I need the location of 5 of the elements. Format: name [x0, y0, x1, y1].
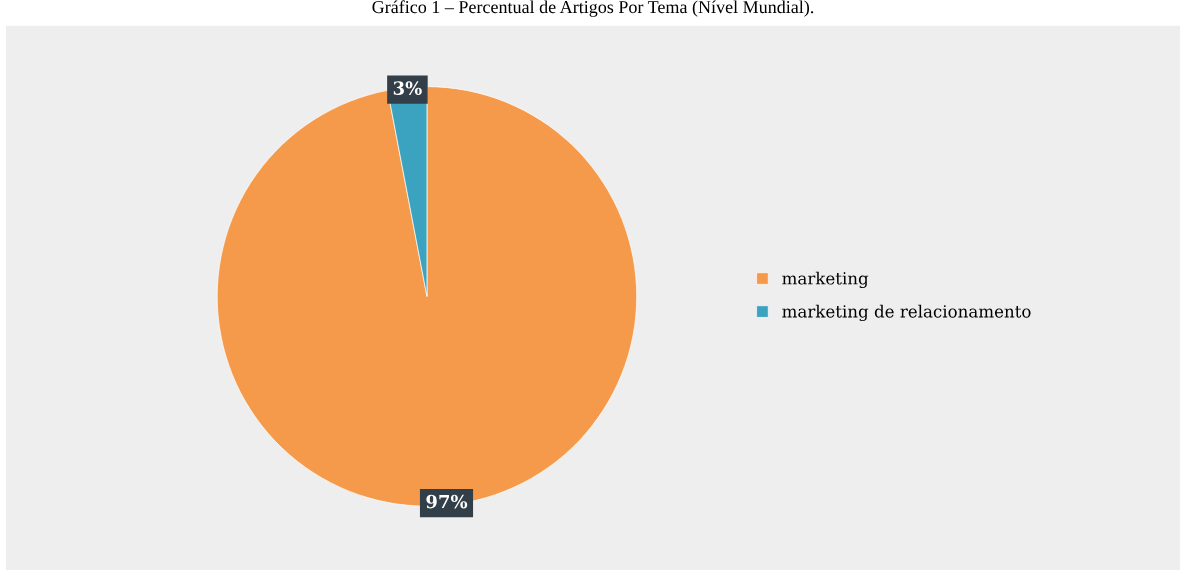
data-label: 97%	[426, 494, 468, 509]
chart-title: Gráfico 1 – Percentual de Artigos Por Tema (Nível Mundial).	[372, 0, 814, 17]
data-label: 3%	[393, 81, 422, 95]
legend-label: marketing de relacionamento	[782, 304, 1031, 322]
legend-label: marketing	[782, 271, 869, 289]
